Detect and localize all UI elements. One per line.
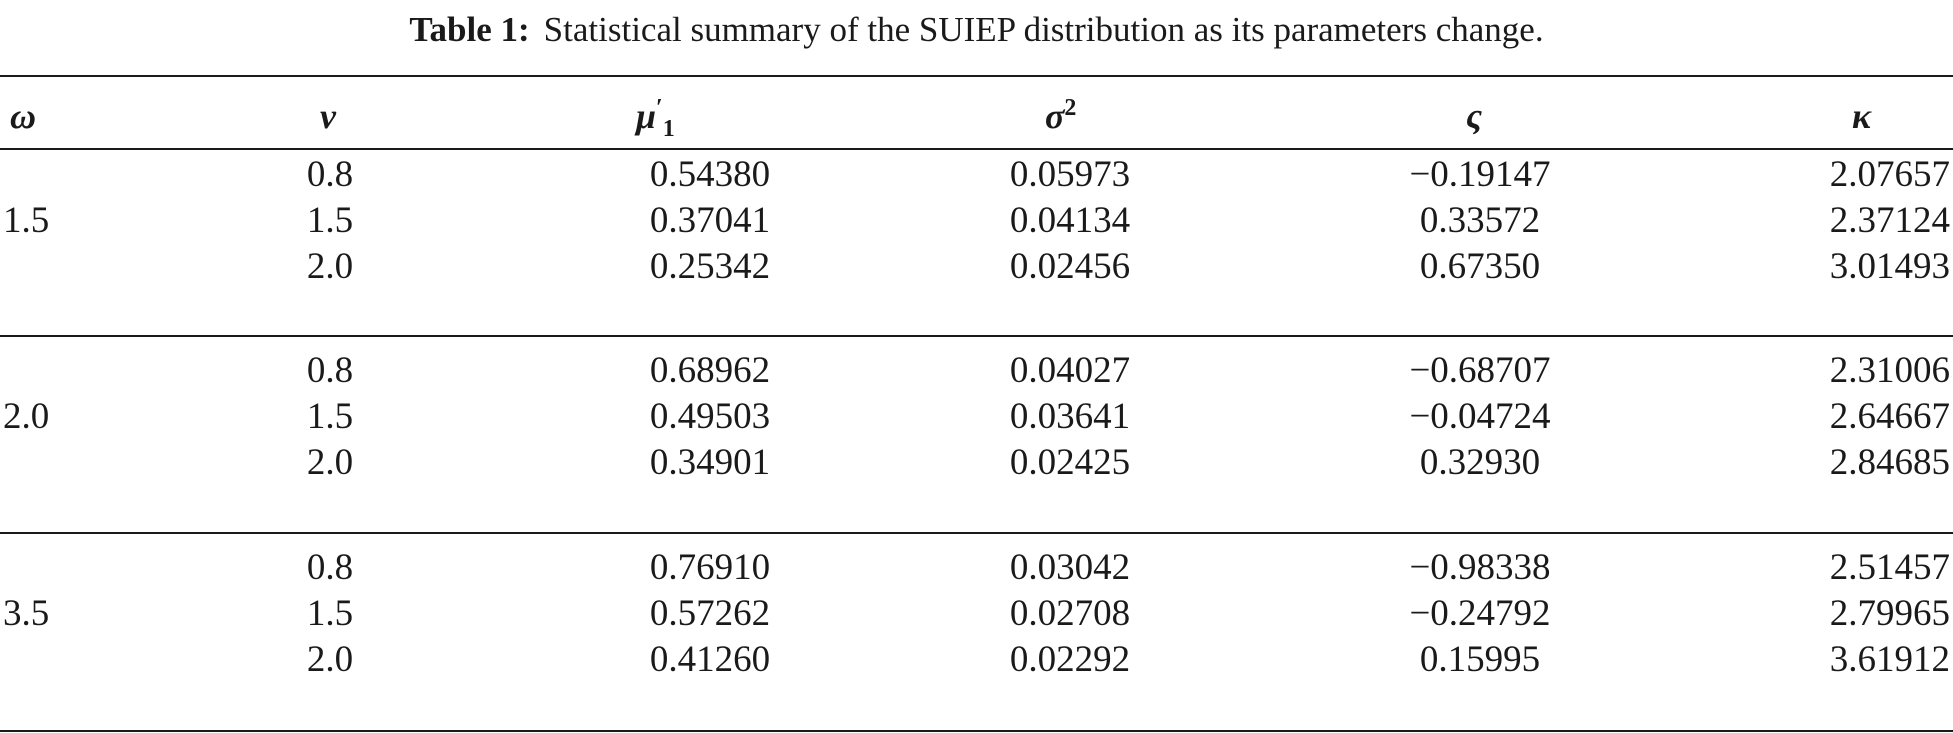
kurtosis-cell: 2.51457 (1829, 547, 1950, 588)
header-nu: ν (320, 96, 336, 136)
skewness-cell: 0.33572 (1419, 200, 1541, 241)
omega-cell: 3.5 (3, 593, 50, 634)
skewness-cell: −0.19147 (1409, 154, 1551, 195)
header-mu-symbol: μ (636, 96, 657, 136)
skewness-cell: 0.32930 (1419, 442, 1541, 483)
skewness-cell: −0.98338 (1409, 547, 1551, 588)
nu-cell: 1.5 (306, 593, 354, 634)
variance-cell: 0.02456 (1009, 246, 1131, 287)
nu-cell: 1.5 (306, 200, 354, 241)
header-mu-subscript: 1 (662, 116, 675, 143)
kurtosis-cell: 2.31006 (1829, 350, 1950, 391)
kurtosis-cell: 3.61912 (1829, 639, 1950, 680)
header-variance: σ2 (1045, 94, 1076, 138)
mean-cell: 0.54380 (649, 154, 771, 195)
header-sigma-symbol: σ (1045, 96, 1065, 136)
nu-cell: 0.8 (306, 154, 354, 195)
mean-cell: 0.37041 (649, 200, 771, 241)
kurtosis-cell: 2.64667 (1829, 396, 1950, 437)
table-caption: Table 1: Statistical summary of the SUIE… (0, 0, 1953, 60)
group-rule-1 (0, 335, 1953, 337)
header-kurtosis: κ (1852, 96, 1872, 136)
nu-cell: 2.0 (306, 246, 354, 287)
caption-label: Table 1: (409, 10, 530, 49)
caption-text: Statistical summary of the SUIEP distrib… (543, 10, 1544, 49)
header-mu: μ′1 (636, 94, 675, 141)
nu-cell: 2.0 (306, 639, 354, 680)
nu-cell: 1.5 (306, 396, 354, 437)
group-rule-2 (0, 532, 1953, 534)
mean-cell: 0.34901 (649, 442, 771, 483)
mean-cell: 0.68962 (649, 350, 771, 391)
omega-cell: 1.5 (3, 200, 50, 241)
mean-cell: 0.76910 (649, 547, 771, 588)
header-rule (0, 148, 1953, 150)
variance-cell: 0.03641 (1009, 396, 1131, 437)
nu-cell: 2.0 (306, 442, 354, 483)
skewness-cell: −0.24792 (1409, 593, 1551, 634)
variance-cell: 0.05973 (1009, 154, 1131, 195)
bottom-rule (0, 730, 1953, 732)
top-rule (0, 75, 1953, 77)
kurtosis-cell: 3.01493 (1829, 246, 1950, 287)
nu-cell: 0.8 (306, 547, 354, 588)
kurtosis-cell: 2.84685 (1829, 442, 1950, 483)
mean-cell: 0.57262 (649, 593, 771, 634)
kurtosis-cell: 2.07657 (1829, 154, 1950, 195)
skewness-cell: 0.15995 (1419, 639, 1541, 680)
variance-cell: 0.04134 (1009, 200, 1131, 241)
variance-cell: 0.02425 (1009, 442, 1131, 483)
kurtosis-cell: 2.79965 (1829, 593, 1950, 634)
skewness-cell: −0.68707 (1409, 350, 1551, 391)
kurtosis-cell: 2.37124 (1829, 200, 1950, 241)
omega-cell: 2.0 (3, 396, 50, 437)
header-omega: ω (10, 96, 37, 136)
skewness-cell: 0.67350 (1419, 246, 1541, 287)
mean-cell: 0.41260 (649, 639, 771, 680)
skewness-cell: −0.04724 (1409, 396, 1551, 437)
mean-cell: 0.25342 (649, 246, 771, 287)
header-skewness: ς (1466, 96, 1483, 136)
variance-cell: 0.02708 (1009, 593, 1131, 634)
variance-cell: 0.03042 (1009, 547, 1131, 588)
nu-cell: 0.8 (306, 350, 354, 391)
header-mu-prime: ′ (656, 95, 663, 121)
variance-cell: 0.02292 (1009, 639, 1131, 680)
variance-cell: 0.04027 (1009, 350, 1131, 391)
header-sigma-superscript: 2 (1064, 95, 1077, 121)
mean-cell: 0.49503 (649, 396, 771, 437)
